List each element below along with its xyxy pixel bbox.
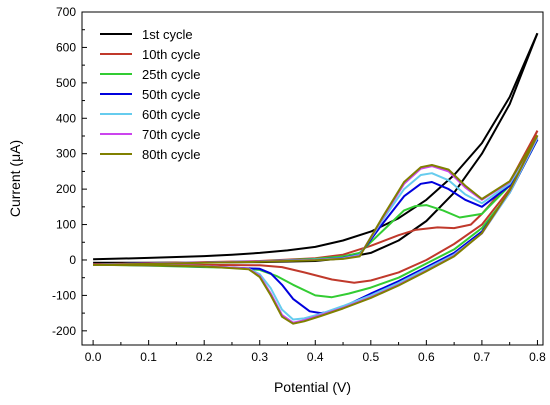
- curve-60th-cycle-reverse: [93, 137, 539, 321]
- y-tick-label: 600: [56, 40, 76, 54]
- x-axis-title: Potential (V): [274, 379, 351, 395]
- x-tick-label: 0.6: [418, 350, 435, 364]
- y-axis-title: Current (μA): [7, 140, 23, 217]
- y-tick-label: 700: [56, 5, 76, 19]
- y-tick-label: -200: [52, 324, 76, 338]
- x-tick-label: 0.0: [85, 350, 102, 364]
- curve-80th-cycle-forward: [93, 134, 539, 266]
- legend-label-50th-cycle: 50th cycle: [142, 87, 201, 102]
- x-tick-label: 0.1: [140, 350, 157, 364]
- y-tick-label: 100: [56, 218, 76, 232]
- y-tick-label: 0: [69, 253, 76, 267]
- legend-label-10th-cycle: 10th cycle: [142, 47, 201, 62]
- curve-1st-cycle-forward: [93, 32, 539, 261]
- curve-50th-cycle-reverse: [93, 139, 539, 315]
- curve-10th-cycle-reverse: [93, 130, 539, 284]
- legend-label-1st-cycle: 1st cycle: [142, 27, 193, 42]
- x-tick-label: 0.2: [196, 350, 213, 364]
- legend: 1st cycle 10th cycle 25th cycle 50th cycle 6…: [100, 27, 201, 162]
- legend-label-80th-cycle: 80th cycle: [142, 147, 201, 162]
- plot-area: [81, 11, 544, 346]
- y-tick-label: 200: [56, 182, 76, 196]
- y-tick-label: 500: [56, 76, 76, 90]
- curves: [93, 32, 539, 325]
- legend-label-70th-cycle: 70th cycle: [142, 127, 201, 142]
- x-tick-label: 0.8: [529, 350, 546, 364]
- legend-label-25th-cycle: 25th cycle: [142, 67, 201, 82]
- x-tick-label: 0.7: [474, 350, 491, 364]
- x-tick-label: 0.5: [362, 350, 379, 364]
- tick-labels: 0.0 0.1 0.2 0.3 0.4 0.5 0.6 0.7 0.8 -200 -100 0 100 2…: [52, 5, 546, 364]
- y-tick-label: -100: [52, 288, 76, 302]
- y-tick-label: 400: [56, 111, 76, 125]
- y-tick-label: 300: [56, 147, 76, 161]
- x-tick-label: 0.4: [307, 350, 324, 364]
- axis-ticks: [82, 11, 538, 345]
- legend-label-60th-cycle: 60th cycle: [142, 107, 201, 122]
- curve-25th-cycle-reverse: [93, 139, 539, 299]
- curve-80th-cycle-reverse: [93, 134, 539, 325]
- x-tick-label: 0.3: [251, 350, 268, 364]
